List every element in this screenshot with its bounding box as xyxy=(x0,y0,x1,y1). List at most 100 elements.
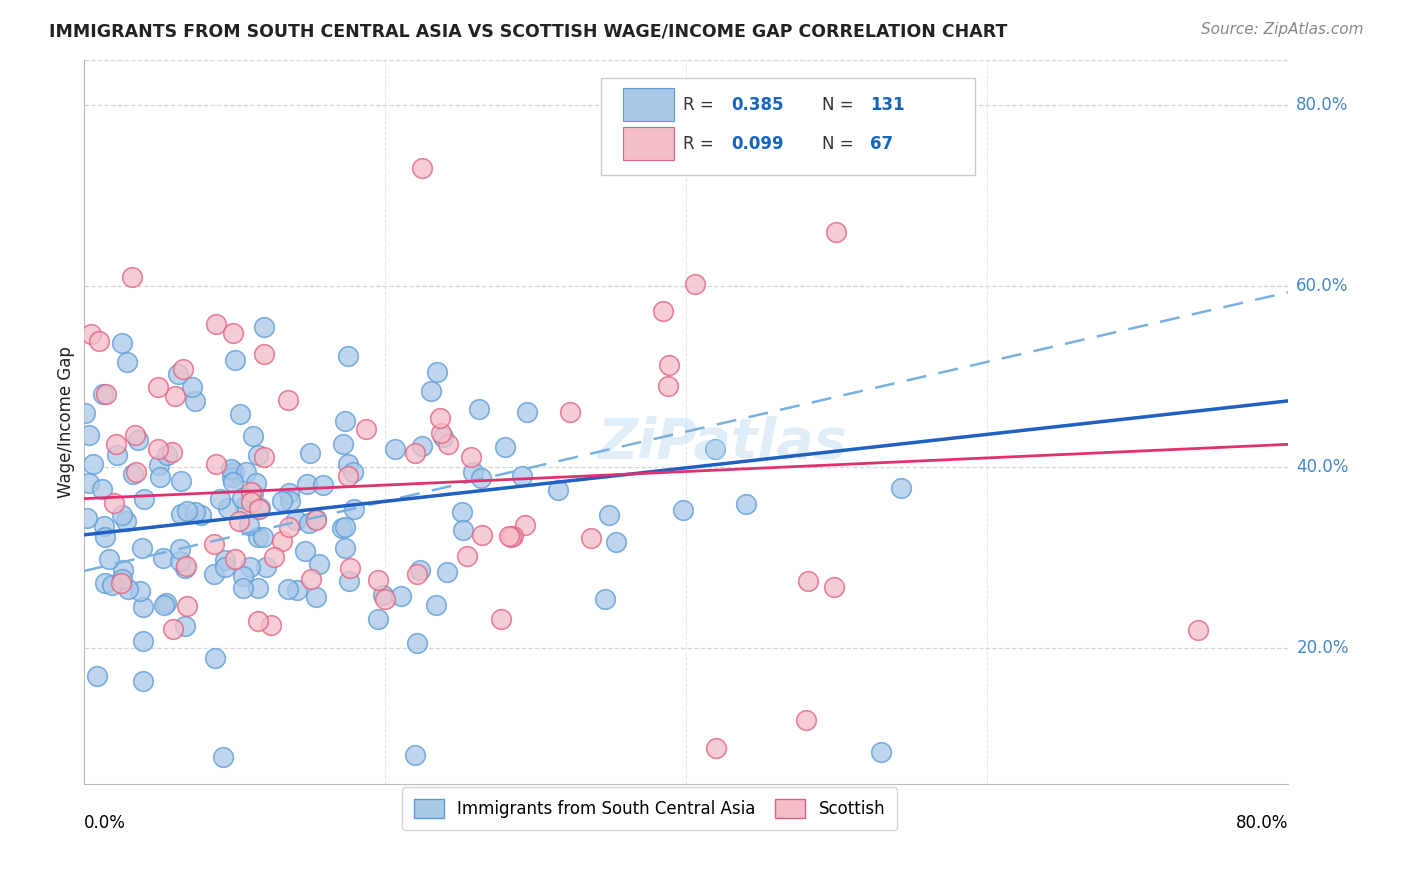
Point xyxy=(167,368,190,382)
Point xyxy=(253,347,276,361)
Point xyxy=(169,542,191,557)
Point xyxy=(593,591,616,606)
Point xyxy=(90,482,112,496)
Point xyxy=(513,518,536,533)
Point xyxy=(652,304,675,318)
Point xyxy=(336,469,359,483)
Point xyxy=(111,572,134,586)
Point xyxy=(229,408,252,422)
Point xyxy=(221,475,243,489)
Point xyxy=(253,320,276,334)
Point xyxy=(73,407,96,421)
Point xyxy=(252,530,274,544)
Point xyxy=(82,457,104,471)
Point xyxy=(870,745,893,759)
Point xyxy=(122,467,145,482)
Point xyxy=(246,581,269,595)
Point xyxy=(263,549,285,564)
Point xyxy=(510,469,533,483)
Text: 60.0%: 60.0% xyxy=(1296,277,1348,295)
Point xyxy=(254,559,277,574)
Point xyxy=(222,465,245,479)
Point xyxy=(224,353,246,368)
Point xyxy=(221,462,243,476)
Point xyxy=(247,448,270,462)
Text: Source: ZipAtlas.com: Source: ZipAtlas.com xyxy=(1201,22,1364,37)
Point xyxy=(284,513,307,527)
Point xyxy=(367,612,389,626)
Text: 0.385: 0.385 xyxy=(731,95,785,113)
Point xyxy=(146,380,169,394)
Point xyxy=(430,425,453,440)
Point xyxy=(242,429,264,443)
Point xyxy=(277,582,299,596)
Point xyxy=(298,445,321,459)
Point xyxy=(406,636,429,650)
Text: R =: R = xyxy=(683,95,720,113)
Point xyxy=(231,491,253,505)
Point xyxy=(260,618,283,632)
Text: IMMIGRANTS FROM SOUTH CENTRAL ASIA VS SCOTTISH WAGE/INCOME GAP CORRELATION CHART: IMMIGRANTS FROM SOUTH CENTRAL ASIA VS SC… xyxy=(49,22,1008,40)
Point xyxy=(823,580,845,594)
Point xyxy=(657,378,679,392)
Point xyxy=(76,510,98,524)
FancyBboxPatch shape xyxy=(602,78,974,176)
Point xyxy=(404,446,426,460)
Point xyxy=(173,618,195,632)
Point xyxy=(672,503,695,517)
Point xyxy=(87,334,110,349)
Point xyxy=(333,413,356,427)
Point xyxy=(170,474,193,488)
Point xyxy=(111,563,134,577)
Point xyxy=(499,530,522,544)
Point xyxy=(308,558,330,572)
Point xyxy=(77,475,100,490)
Point xyxy=(406,566,429,581)
Point xyxy=(211,749,233,764)
Point xyxy=(247,502,270,516)
Point xyxy=(278,494,301,508)
Point xyxy=(491,612,513,626)
Point xyxy=(298,516,321,530)
Point xyxy=(86,669,108,683)
FancyBboxPatch shape xyxy=(623,127,673,161)
Point xyxy=(94,576,117,591)
Point xyxy=(205,317,228,331)
Point xyxy=(165,389,187,403)
Point xyxy=(425,598,447,612)
Point xyxy=(172,361,194,376)
Point xyxy=(389,590,412,604)
Point xyxy=(181,380,204,394)
Point xyxy=(409,563,432,577)
Point xyxy=(1187,623,1209,637)
Point xyxy=(152,550,174,565)
Point xyxy=(127,433,149,447)
Point xyxy=(451,505,474,519)
Point xyxy=(94,530,117,544)
Point xyxy=(232,568,254,582)
Text: 67: 67 xyxy=(870,135,893,153)
Point xyxy=(232,582,254,596)
Point xyxy=(101,578,124,592)
Point xyxy=(148,458,170,473)
Point xyxy=(117,355,139,369)
Point xyxy=(305,513,328,527)
Point xyxy=(238,517,260,532)
Point xyxy=(305,591,328,605)
Point xyxy=(277,393,299,408)
Point xyxy=(148,470,170,484)
Point xyxy=(332,437,354,451)
Point xyxy=(558,405,581,419)
Point xyxy=(463,465,485,479)
Point xyxy=(683,277,706,291)
Point xyxy=(233,500,256,514)
Point xyxy=(103,496,125,510)
Point xyxy=(471,528,494,542)
Point xyxy=(312,477,335,491)
Point xyxy=(339,561,361,575)
Point xyxy=(110,508,132,523)
Point xyxy=(704,740,727,755)
Point xyxy=(173,560,195,574)
Point xyxy=(174,559,197,574)
Point xyxy=(240,485,263,500)
